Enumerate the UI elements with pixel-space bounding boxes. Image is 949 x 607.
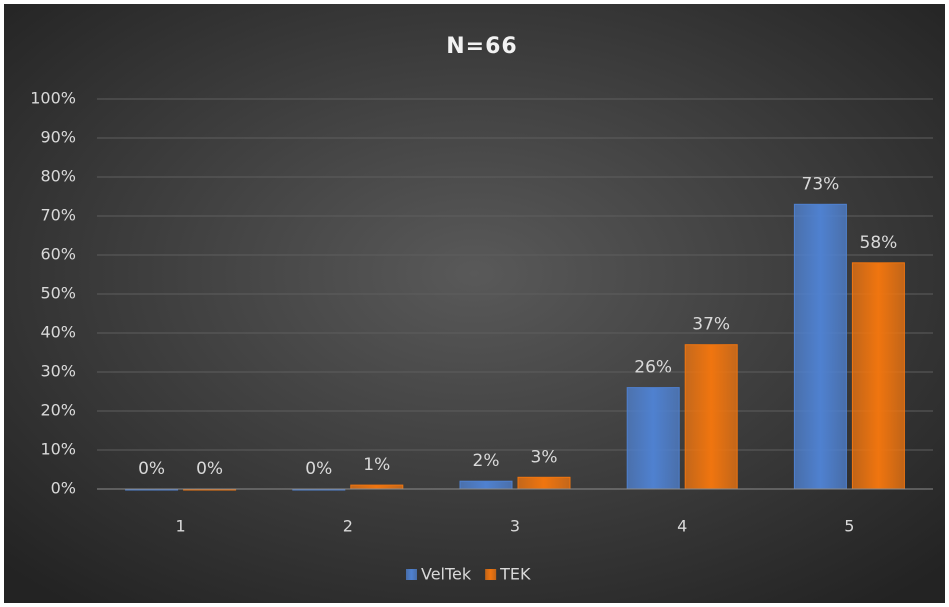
y-tick-label: 80%	[40, 167, 76, 186]
data-label: 3%	[531, 447, 558, 467]
legend-swatch	[406, 569, 417, 580]
data-label: 2%	[473, 451, 500, 471]
data-label: 0%	[138, 459, 165, 479]
x-tick-label: 5	[844, 517, 854, 536]
legend-label: TEK	[499, 565, 531, 584]
y-tick-label: 60%	[40, 245, 76, 264]
y-tick-label: 70%	[40, 206, 76, 225]
y-tick-label: 30%	[40, 362, 76, 381]
x-tick-label: 3	[510, 517, 520, 536]
y-tick-label: 90%	[40, 128, 76, 147]
data-label: 58%	[860, 233, 898, 253]
legend-swatch	[485, 569, 497, 580]
background	[4, 4, 945, 603]
legend-label: VelTek	[421, 565, 472, 584]
chart-title: N=66	[446, 34, 517, 59]
y-tick-label: 20%	[40, 401, 76, 420]
data-label: 0%	[305, 459, 332, 479]
y-tick-label: 50%	[40, 284, 76, 303]
data-label: 1%	[363, 455, 390, 475]
bar	[626, 387, 680, 490]
data-label: 0%	[196, 459, 223, 479]
data-label: 37%	[692, 315, 730, 335]
bar	[684, 344, 738, 490]
y-tick-label: 40%	[40, 323, 76, 342]
bar	[517, 476, 571, 490]
bar	[459, 480, 513, 490]
y-tick-label: 0%	[51, 479, 76, 498]
data-label: 73%	[802, 174, 840, 194]
y-tick-label: 100%	[30, 89, 76, 108]
bar	[793, 203, 847, 490]
x-tick-label: 2	[343, 517, 353, 536]
data-label: 26%	[634, 358, 672, 378]
y-tick-label: 10%	[40, 440, 76, 459]
x-tick-label: 4	[677, 517, 687, 536]
bar	[851, 262, 905, 490]
x-tick-label: 1	[176, 517, 186, 536]
bar	[350, 484, 404, 490]
